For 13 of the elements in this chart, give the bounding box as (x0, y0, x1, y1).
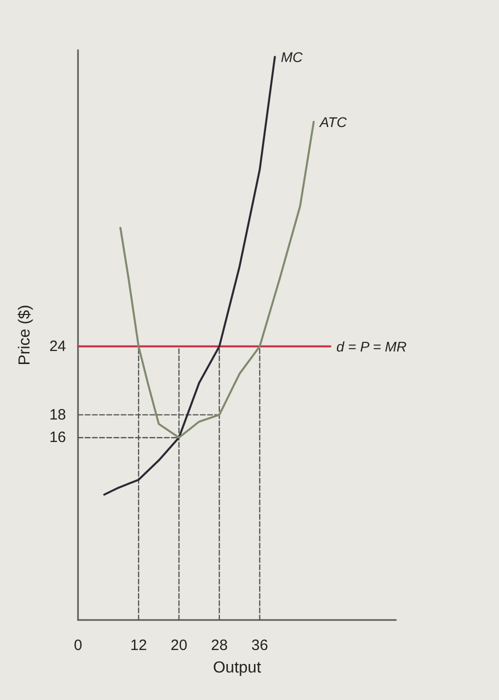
series-label: d = P = MR (336, 338, 407, 354)
y-tick-label: 24 (49, 338, 66, 355)
x-tick-label: 20 (170, 637, 188, 654)
x-tick-label: 36 (251, 637, 268, 654)
x-tick-label: 28 (210, 637, 228, 654)
series-label: ATC (318, 114, 348, 130)
y-tick-label: 18 (49, 406, 66, 424)
y-axis-title: Price ($) (16, 304, 34, 366)
x-tick-label: 0 (74, 637, 82, 654)
x-tick-label: 12 (130, 637, 147, 654)
series-label: MC (280, 48, 304, 65)
y-tick-label: 16 (49, 429, 66, 446)
x-axis-title: Output (212, 660, 262, 676)
